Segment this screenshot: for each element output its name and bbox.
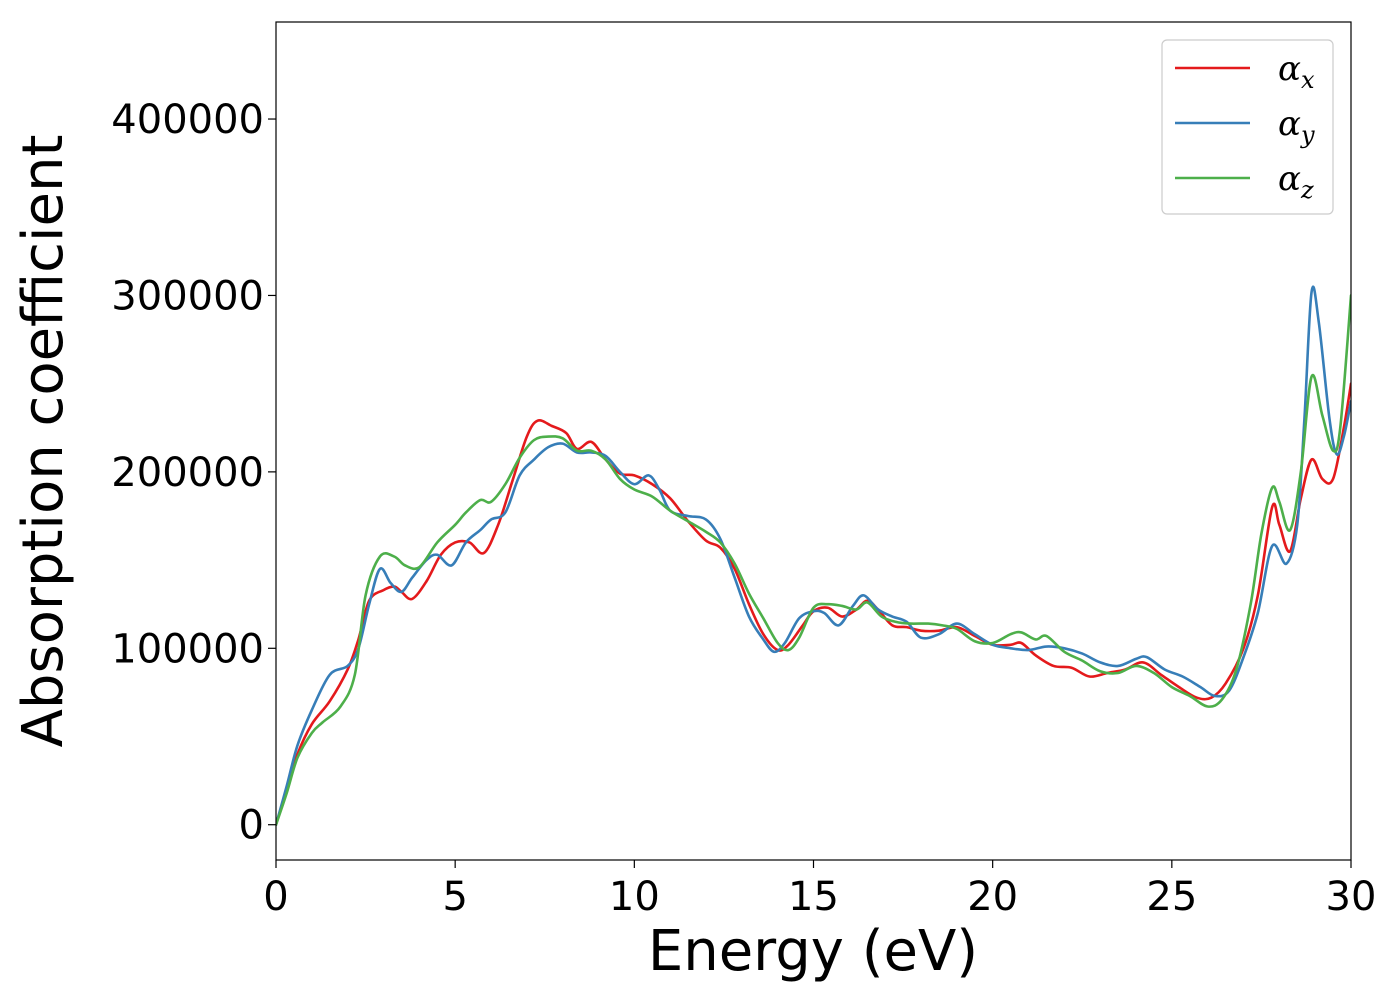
series-line-z <box>276 294 1351 827</box>
legend-label-x: αx <box>1278 49 1315 94</box>
y-axis-title: Absorption coefficient <box>11 135 76 748</box>
x-tick-label: 20 <box>967 874 1018 920</box>
legend-subscript: y <box>1300 121 1315 149</box>
y-tick-label: 0 <box>239 803 264 849</box>
series-layer <box>276 285 1351 827</box>
y-tick-label: 100000 <box>111 626 264 672</box>
x-axis-title: Energy (eV) <box>648 919 978 984</box>
x-tick-label: 0 <box>263 874 288 920</box>
y-tick-label: 400000 <box>111 97 264 143</box>
y-tick-label: 200000 <box>111 450 264 496</box>
series-group <box>276 285 1351 827</box>
x-tick-label: 30 <box>1326 874 1377 920</box>
x-axis: 0 5 10 15 20 25 30 <box>263 860 1376 920</box>
legend-label-y: αy <box>1278 104 1315 149</box>
x-tick-label: 25 <box>1146 874 1197 920</box>
legend-box <box>1161 39 1334 215</box>
legend-subscript: x <box>1301 66 1315 94</box>
y-axis: 0 100000 200000 300000 400000 <box>111 97 276 849</box>
legend-symbol: α <box>1278 159 1301 199</box>
x-tick-label: 10 <box>609 874 660 920</box>
legend-label-z: αz <box>1278 159 1314 204</box>
y-tick-label: 300000 <box>111 273 264 319</box>
x-tick-label: 5 <box>442 874 467 920</box>
legend-subscript: z <box>1300 176 1314 204</box>
series-line-x <box>276 382 1351 827</box>
legend-symbol: α <box>1278 104 1301 144</box>
x-tick-label: 15 <box>788 874 839 920</box>
legend-symbol: α <box>1278 49 1301 89</box>
